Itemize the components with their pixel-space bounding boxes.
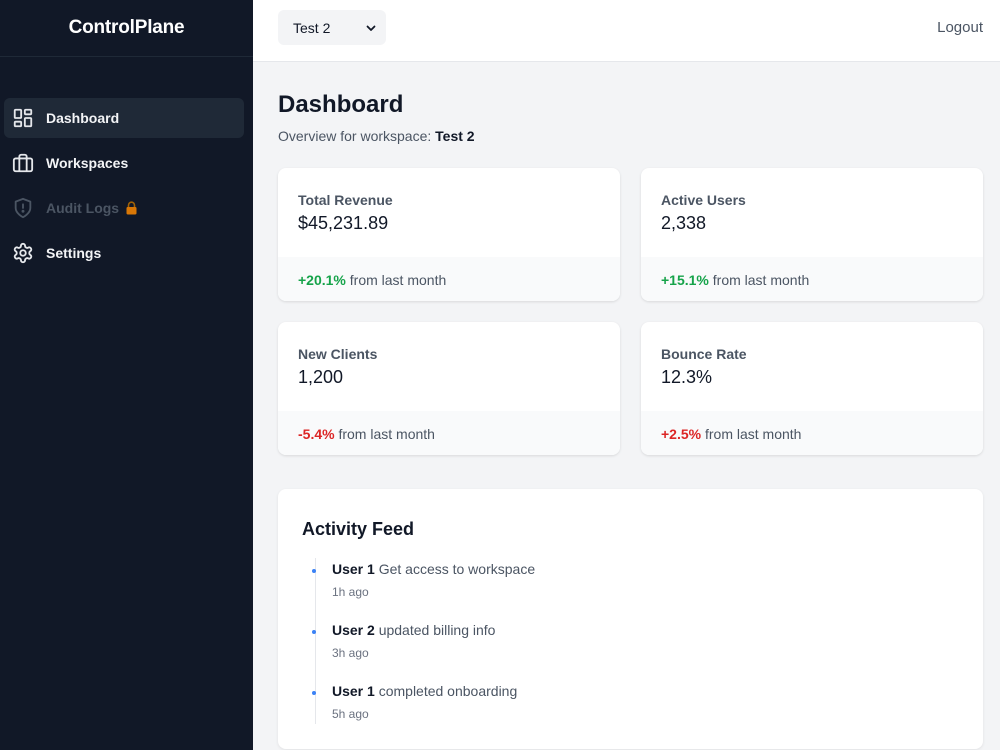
stat-change-value: +20.1% <box>298 272 346 288</box>
gear-icon <box>12 242 34 264</box>
stat-change: +20.1% from last month <box>278 257 620 301</box>
activity-time: 5h ago <box>332 707 369 721</box>
stat-card-bounce-rate: Bounce Rate 12.3% +2.5% from last month <box>641 322 983 455</box>
stat-card-total-revenue: Total Revenue $45,231.89 +20.1% from las… <box>278 168 620 301</box>
timeline-dot <box>312 691 316 695</box>
briefcase-icon <box>12 152 34 174</box>
sidebar: ControlPlane Dashboard Workspaces <box>0 0 253 750</box>
logout-button[interactable]: Logout <box>937 19 983 36</box>
activity-text: User 2 updated billing info <box>332 622 495 638</box>
timeline-line <box>315 558 316 724</box>
topbar: Test 2 Logout <box>253 0 1000 62</box>
stat-value: 12.3% <box>661 367 713 387</box>
stat-change-value: +15.1% <box>661 272 709 288</box>
sidebar-item-label: Settings <box>46 245 102 261</box>
brand: ControlPlane <box>0 0 253 57</box>
sidebar-item-label: Audit Logs <box>46 200 120 216</box>
subtitle-prefix: Overview for workspace: <box>278 128 432 144</box>
activity-time: 3h ago <box>332 646 369 660</box>
brand-name: ControlPlane <box>68 17 185 38</box>
stat-card-new-clients: New Clients 1,200 -5.4% from last month <box>278 322 620 455</box>
stat-card-active-users: Active Users 2,338 +15.1% from last mont… <box>641 168 983 301</box>
sidebar-nav: Dashboard Workspaces Audit Logs <box>0 57 253 273</box>
sidebar-item-dashboard[interactable]: Dashboard <box>4 98 244 138</box>
sidebar-item-label: Workspaces <box>46 155 129 171</box>
stat-change-suffix: from last month <box>704 426 802 442</box>
page-subtitle: Overview for workspace: Test 2 <box>278 128 475 144</box>
timeline-dot <box>312 630 316 634</box>
stat-change: +2.5% from last month <box>641 411 983 455</box>
stat-label: Total Revenue <box>298 192 393 208</box>
stat-change-value: -5.4% <box>298 426 335 442</box>
stat-change-value: +2.5% <box>661 426 702 442</box>
activity-action: updated billing info <box>378 622 496 638</box>
activity-user: User 2 <box>332 622 375 638</box>
stat-value: $45,231.89 <box>298 213 389 233</box>
timeline-dot <box>312 569 316 573</box>
activity-action: completed onboarding <box>378 683 518 699</box>
sidebar-item-settings[interactable]: Settings <box>4 233 244 273</box>
stat-change: +15.1% from last month <box>641 257 983 301</box>
stat-change-suffix: from last month <box>338 426 435 442</box>
page-title: Dashboard <box>278 91 404 118</box>
activity-user: User 1 <box>332 561 375 577</box>
stat-label: Bounce Rate <box>661 346 747 362</box>
activity-user: User 1 <box>332 683 375 699</box>
stat-change: -5.4% from last month <box>278 411 620 455</box>
sidebar-item-audit-logs: Audit Logs <box>4 188 244 228</box>
shield-icon <box>12 197 34 219</box>
activity-text: User 1 Get access to workspace <box>332 561 535 577</box>
activity-feed: Activity Feed User 1 Get access to works… <box>278 489 983 749</box>
layout-grid-icon <box>12 107 34 129</box>
stat-label: New Clients <box>298 346 378 362</box>
stat-change-suffix: from last month <box>712 272 810 288</box>
workspace-select[interactable]: Test 2 <box>278 10 386 45</box>
activity-time: 1h ago <box>332 585 369 599</box>
sidebar-item-label: Dashboard <box>46 110 120 126</box>
stat-value: 2,338 <box>661 213 707 233</box>
activity-feed-title: Activity Feed <box>302 519 415 539</box>
lock-icon <box>125 201 138 215</box>
chevron-down-icon <box>366 25 376 31</box>
workspace-select-value: Test 2 <box>293 19 331 36</box>
sidebar-item-workspaces[interactable]: Workspaces <box>4 143 244 183</box>
activity-text: User 1 completed onboarding <box>332 683 517 699</box>
stat-label: Active Users <box>661 192 746 208</box>
stat-value: 1,200 <box>298 367 344 387</box>
stat-change-suffix: from last month <box>349 272 447 288</box>
activity-action: Get access to workspace <box>378 561 536 577</box>
subtitle-workspace: Test 2 <box>435 128 475 144</box>
